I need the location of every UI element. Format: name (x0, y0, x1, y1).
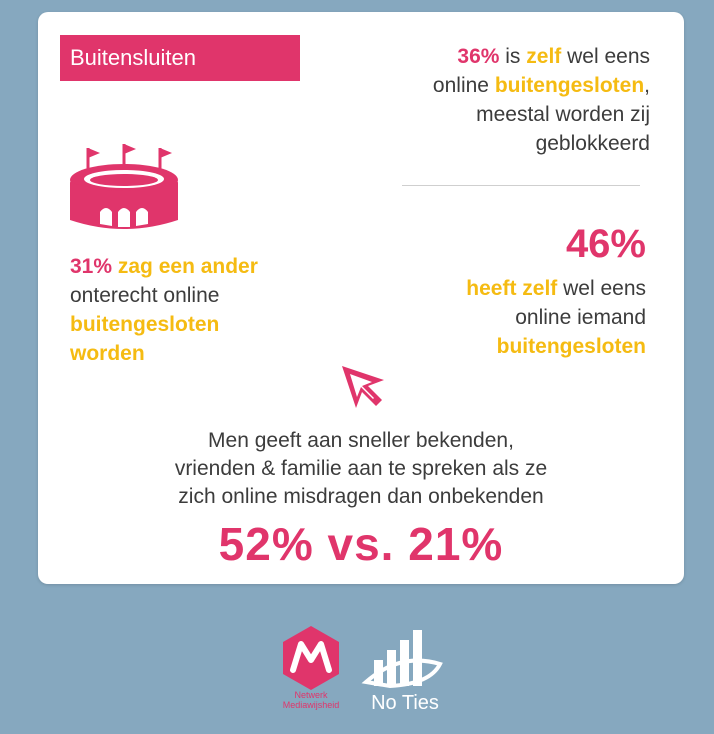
stat-block-mid-left: 31% zag een ander onterecht online buite… (70, 252, 320, 368)
keyword: heeft zelf (466, 277, 558, 300)
big-percentage: 46% (565, 222, 646, 266)
info-card: Buitensluiten 36% is zelf wel eens onlin… (38, 12, 684, 584)
text-fragment: wel eens (557, 277, 646, 300)
section-badge: Buitensluiten (60, 35, 300, 81)
stat-percentage: 31% (70, 255, 113, 278)
stadium-icon (70, 144, 178, 229)
divider (402, 185, 640, 186)
comparison-stat: 52% vs. 21% (218, 518, 504, 570)
statement-line: Men geeft aan sneller bekenden, (208, 429, 514, 452)
keyword: worden (70, 342, 145, 365)
stat-block-mid-right: 46% heeft zelf wel eens online iemand bu… (386, 222, 646, 361)
keyword: zag een ander (112, 255, 258, 278)
keyword: buitengesloten (496, 335, 646, 358)
text-fragment: wel eens (561, 45, 650, 68)
bottom-statement: Men geeft aan sneller bekenden, vrienden… (38, 427, 684, 511)
stat-percentage: 36% (457, 45, 500, 68)
keyword: zelf (526, 45, 562, 68)
statement-line: vrienden & familie aan te spreken als ze (174, 457, 548, 480)
text-fragment: is (499, 45, 527, 68)
text-fragment: onterecht online (70, 284, 220, 307)
text-fragment: meestal worden zij (476, 103, 650, 126)
no-ties-logo (361, 630, 443, 689)
netwerk-mediawijsheid-logo (283, 626, 339, 690)
cursor-arrow-icon (342, 366, 384, 408)
text-fragment: geblokkeerd (535, 132, 650, 155)
netwerk-mediawijsheid-label: Netwerk Mediawijsheid (282, 690, 340, 710)
keyword: buitengesloten (494, 74, 645, 97)
text-fragment: online iemand (515, 306, 646, 329)
statement-line: zich online misdragen dan onbekenden (178, 485, 544, 508)
keyword: buitengesloten (70, 313, 220, 336)
stat-block-top-right: 36% is zelf wel eens online buitengeslot… (350, 42, 650, 158)
text-fragment: online (432, 74, 495, 97)
no-ties-label: No Ties (371, 692, 439, 714)
text-fragment: , (644, 74, 650, 97)
